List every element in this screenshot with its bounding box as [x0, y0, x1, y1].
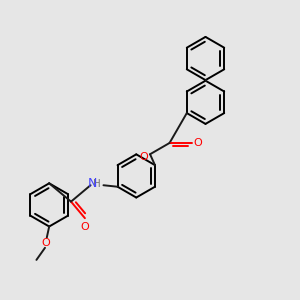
Text: H: H	[93, 179, 101, 189]
Text: N: N	[88, 177, 98, 190]
Text: O: O	[42, 238, 51, 248]
Text: O: O	[194, 138, 202, 148]
Text: O: O	[80, 222, 89, 232]
Text: O: O	[140, 152, 148, 162]
